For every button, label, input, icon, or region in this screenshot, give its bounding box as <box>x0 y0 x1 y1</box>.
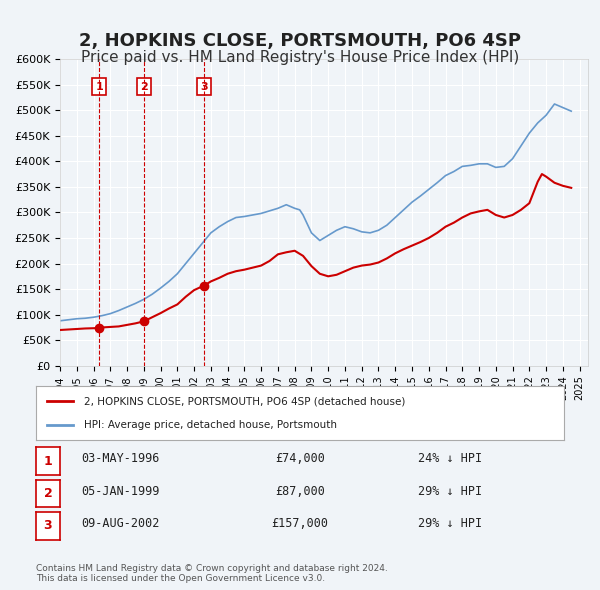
Text: £74,000: £74,000 <box>275 452 325 466</box>
Text: 3: 3 <box>200 81 208 91</box>
Text: 3: 3 <box>44 519 52 533</box>
Text: 05-JAN-1999: 05-JAN-1999 <box>81 484 159 498</box>
Text: HPI: Average price, detached house, Portsmouth: HPI: Average price, detached house, Port… <box>83 419 337 430</box>
Text: Price paid vs. HM Land Registry's House Price Index (HPI): Price paid vs. HM Land Registry's House … <box>81 50 519 65</box>
Text: 2: 2 <box>44 487 52 500</box>
Text: 1: 1 <box>44 454 52 468</box>
Text: 1: 1 <box>95 81 103 91</box>
Text: £87,000: £87,000 <box>275 484 325 498</box>
Text: £157,000: £157,000 <box>271 517 329 530</box>
Text: Contains HM Land Registry data © Crown copyright and database right 2024.
This d: Contains HM Land Registry data © Crown c… <box>36 563 388 583</box>
Text: 09-AUG-2002: 09-AUG-2002 <box>81 517 159 530</box>
Text: 03-MAY-1996: 03-MAY-1996 <box>81 452 159 466</box>
Text: 2, HOPKINS CLOSE, PORTSMOUTH, PO6 4SP: 2, HOPKINS CLOSE, PORTSMOUTH, PO6 4SP <box>79 32 521 51</box>
Text: 24% ↓ HPI: 24% ↓ HPI <box>418 452 482 466</box>
Text: 2, HOPKINS CLOSE, PORTSMOUTH, PO6 4SP (detached house): 2, HOPKINS CLOSE, PORTSMOUTH, PO6 4SP (d… <box>83 396 405 407</box>
Text: 2: 2 <box>140 81 148 91</box>
Text: 29% ↓ HPI: 29% ↓ HPI <box>418 517 482 530</box>
Text: 29% ↓ HPI: 29% ↓ HPI <box>418 484 482 498</box>
